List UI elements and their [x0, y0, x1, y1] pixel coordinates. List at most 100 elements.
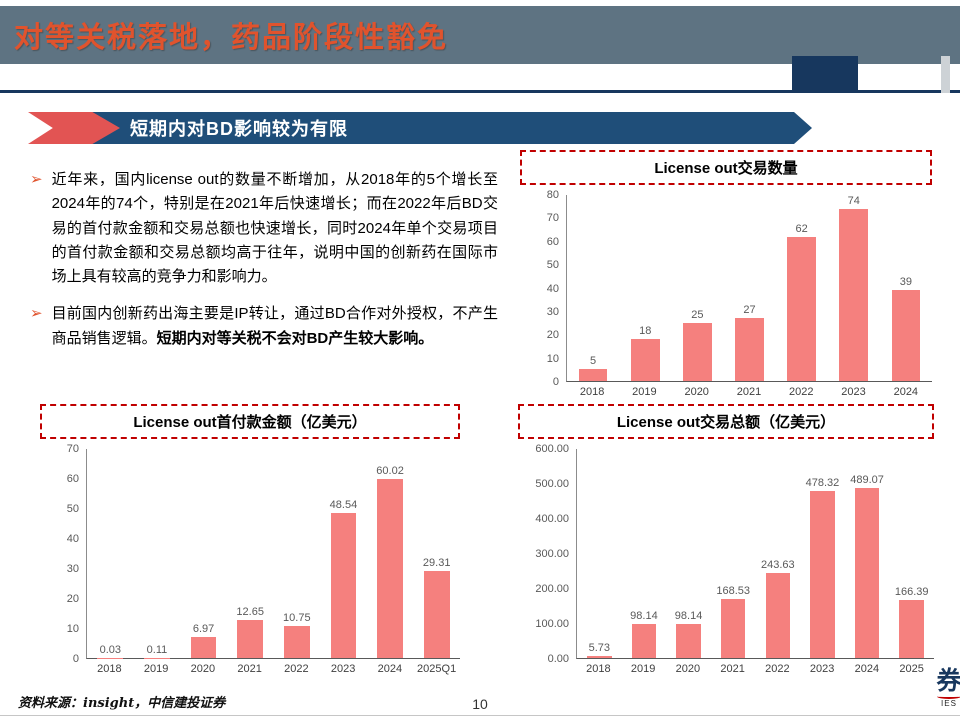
plot-area: 5 18 25 27 62 74 39 — [566, 195, 932, 382]
bar-group: 25 — [671, 195, 723, 381]
bar-value-label: 6.97 — [192, 623, 215, 636]
header-divider-line — [0, 90, 960, 93]
bar — [423, 570, 450, 658]
bar-group: 0.11 — [134, 449, 181, 658]
bar-value-label: 478.32 — [805, 477, 840, 490]
bar-value-label: 98.14 — [630, 609, 658, 622]
chart-title-box: License out交易数量 — [520, 150, 932, 185]
bullet-item: ➢ 近年来，国内license out的数量不断增加，从2018年的5个增长至2… — [30, 168, 498, 289]
y-tick-label: 70 — [546, 212, 559, 225]
bottom-divider-line — [0, 715, 960, 716]
y-tick-label: 50 — [546, 259, 559, 272]
bar-group: 478.32 — [800, 449, 845, 658]
page-title: 对等关税落地，药品阶段性豁免 — [14, 22, 449, 54]
bullet-text-bold: 短期内对等关税不会对BD产生较大影响。 — [156, 329, 434, 347]
bar — [854, 487, 880, 658]
y-tick-label: 40 — [546, 282, 559, 295]
bullet-text: 目前国内创新药出海主要是IP转让，通过BD合作对外授权，不产生商品销售逻辑。 — [51, 305, 498, 347]
chart-upfront-payment: License out首付款金额（亿美元） 0 10 20 30 40 50 60 70 0.… — [40, 404, 460, 679]
bar-value-label: 27 — [743, 304, 756, 317]
bar-value-label: 166.39 — [894, 586, 929, 599]
bullet-arrow-icon: ➢ — [30, 171, 43, 188]
body-text-block: ➢ 近年来，国内license out的数量不断增加，从2018年的5个增长至2… — [30, 168, 498, 364]
bullet-paragraph: 目前国内创新药出海主要是IP转让，通过BD合作对外授权，不产生商品销售逻辑。短期… — [52, 302, 498, 351]
bar — [839, 208, 869, 381]
bar — [810, 491, 835, 658]
bar-value-label: 62 — [795, 222, 808, 235]
bar-chart-total: 0.00 100.00 200.00 300.00 400.00 500.00 600.00… — [518, 443, 934, 679]
bar-value-label: 5 — [590, 355, 597, 368]
header-decoration-block — [792, 56, 858, 93]
bar-value-label: 29.31 — [422, 556, 451, 569]
bullet-item: ➢ 目前国内创新药出海主要是IP转让，通过BD合作对外授权，不产生商品销售逻辑。… — [30, 302, 498, 351]
y-tick-label: 80 — [546, 189, 559, 201]
bar — [283, 625, 310, 658]
y-axis: 0 10 20 30 40 50 60 70 — [40, 443, 86, 665]
x-axis-label: 2024 — [854, 663, 880, 675]
x-axis-label: 2018 — [97, 663, 122, 675]
source-note: 资料来源：insight，中信建投证券 — [18, 696, 226, 711]
x-axis: 2018 2019 2020 2021 2022 2023 2024 2025 — [576, 659, 934, 679]
bar-group: 6.97 — [180, 449, 227, 658]
y-tick-label: 30 — [546, 305, 559, 318]
bar-group: 10.75 — [274, 449, 321, 658]
bar-value-label: 243.63 — [760, 559, 795, 572]
x-axis-label: 2020 — [684, 386, 709, 398]
bar-value-label: 0.11 — [146, 643, 168, 656]
x-axis-label: 2019 — [630, 663, 656, 675]
x-axis-label: 2018 — [579, 386, 605, 398]
section-title: 短期内对BD影响较为有限 — [130, 119, 348, 139]
bar — [587, 656, 612, 658]
bar-group: 18 — [619, 195, 671, 381]
x-axis-label: 2024 — [893, 386, 919, 398]
y-tick-label: 100.00 — [535, 618, 569, 631]
bar — [735, 318, 764, 381]
bar-group: 29.31 — [413, 449, 460, 658]
bar-group: 27 — [723, 195, 775, 381]
bar — [377, 478, 403, 658]
y-axis: 0.00 100.00 200.00 300.00 400.00 500.00 600.00 — [518, 443, 576, 665]
bar-value-label: 168.53 — [716, 585, 751, 598]
bar — [899, 600, 924, 658]
x-axis: 2018 2019 2020 2021 2022 2023 2024 2025Q1 — [86, 659, 460, 679]
header-decoration-gray — [941, 56, 950, 93]
y-tick-label: 60 — [66, 473, 79, 485]
x-axis-label: 2023 — [330, 663, 356, 675]
x-axis-label: 2025Q1 — [417, 663, 457, 675]
bar — [720, 599, 746, 658]
bar — [891, 290, 921, 381]
bullet-text: 近年来，国内license out的数量不断增加，从2018年的5个增长至202… — [51, 171, 498, 286]
brand-logo: 券 IES — [932, 667, 960, 708]
x-axis-label: 2025 — [899, 663, 924, 675]
bar-value-label: 39 — [899, 276, 913, 289]
bar-value-label: 489.07 — [850, 473, 884, 486]
chart-title-box: License out首付款金额（亿美元） — [40, 404, 460, 439]
x-axis-label: 2020 — [190, 663, 216, 675]
bar — [787, 236, 816, 381]
bar-value-label: 0.03 — [99, 643, 122, 656]
bar-value-label: 60.02 — [376, 464, 404, 477]
bar-group: 166.39 — [889, 449, 934, 658]
bar-chart-count: 0 10 20 30 40 50 60 70 80 5 18 25 27 62 74 39 2018 2019… — [520, 189, 932, 402]
bar-value-label: 25 — [691, 308, 704, 321]
bar-value-label: 18 — [639, 325, 652, 338]
bar-group: 168.53 — [711, 449, 756, 658]
y-tick-label: 60 — [546, 235, 559, 248]
chart-total-deal-value: License out交易总额（亿美元） 0.00 100.00 200.00 300… — [518, 404, 934, 679]
bar-group: 489.07 — [845, 449, 890, 658]
brand-logo-swoosh-icon — [937, 694, 960, 699]
x-axis-label: 2024 — [377, 663, 403, 675]
y-tick-label: 10 — [66, 623, 79, 636]
x-axis-label: 2021 — [720, 663, 745, 675]
y-tick-label: 0.00 — [547, 653, 569, 665]
bar — [676, 623, 701, 658]
bar — [630, 339, 660, 381]
brand-logo-caption: IES — [941, 699, 957, 708]
x-axis: 2018 2019 2020 2021 2022 2023 2024 — [566, 382, 932, 402]
bar-value-label: 74 — [847, 194, 860, 207]
x-axis-label: 2023 — [809, 663, 835, 675]
bar-group: 0.03 — [87, 449, 134, 658]
bar-group: 74 — [828, 195, 880, 381]
bar-value-label: 12.65 — [236, 606, 264, 619]
